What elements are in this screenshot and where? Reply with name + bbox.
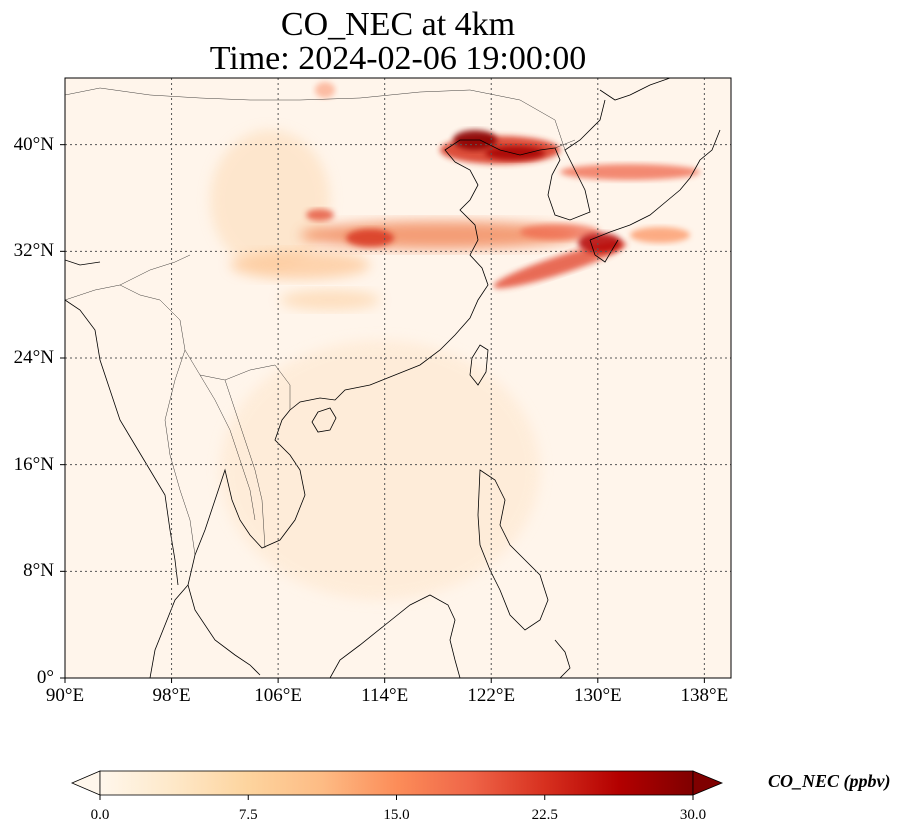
latitude-tick-label: 24°N bbox=[13, 347, 54, 368]
latitude-tick-label: 16°N bbox=[13, 453, 54, 475]
longitude-tick-label: 106°E bbox=[254, 685, 302, 706]
longitude-tick-label: 90°E bbox=[45, 685, 85, 706]
map-title: CO_NEC at 4km bbox=[280, 6, 516, 43]
colorbar-tick-marks bbox=[99, 795, 694, 800]
map-time-subtitle: Time: 2024-02-06 19:00:00 bbox=[209, 40, 587, 77]
colorbar-tick-label: 0.0 bbox=[90, 807, 110, 823]
colorbar-extend-low bbox=[70, 770, 101, 796]
co-concentration-field bbox=[210, 82, 700, 600]
tick-marks bbox=[60, 144, 705, 683]
longitude-tick-label: 130°E bbox=[573, 685, 622, 706]
longitude-tick-label: 98°E bbox=[152, 685, 191, 706]
longitude-tick-label: 122°E bbox=[467, 685, 516, 706]
longitude-tick-label: 138°E bbox=[680, 685, 729, 706]
country-borders bbox=[65, 87, 576, 556]
latitude-tick-label: 32°N bbox=[13, 240, 54, 262]
latitude-tick-label: 0° bbox=[36, 667, 54, 688]
gridlines bbox=[65, 78, 731, 678]
colorbar-tick-label: 30.0 bbox=[679, 807, 707, 823]
longitude-tick-label: 114°E bbox=[361, 685, 409, 706]
colorbar-tick-label: 22.5 bbox=[531, 807, 558, 823]
latitude-tick-label: 8°N bbox=[23, 560, 54, 582]
colorbar-tick-label: 15.0 bbox=[383, 807, 410, 823]
colorbar-tick-label: 7.5 bbox=[238, 807, 258, 823]
colorbar-gradient bbox=[99, 770, 694, 796]
colorbar-extend-high bbox=[692, 770, 724, 796]
latitude-tick-label: 40°N bbox=[13, 133, 54, 155]
map-frame bbox=[64, 77, 732, 679]
colorbar-label: CO_NEC (ppbv) bbox=[768, 771, 891, 791]
